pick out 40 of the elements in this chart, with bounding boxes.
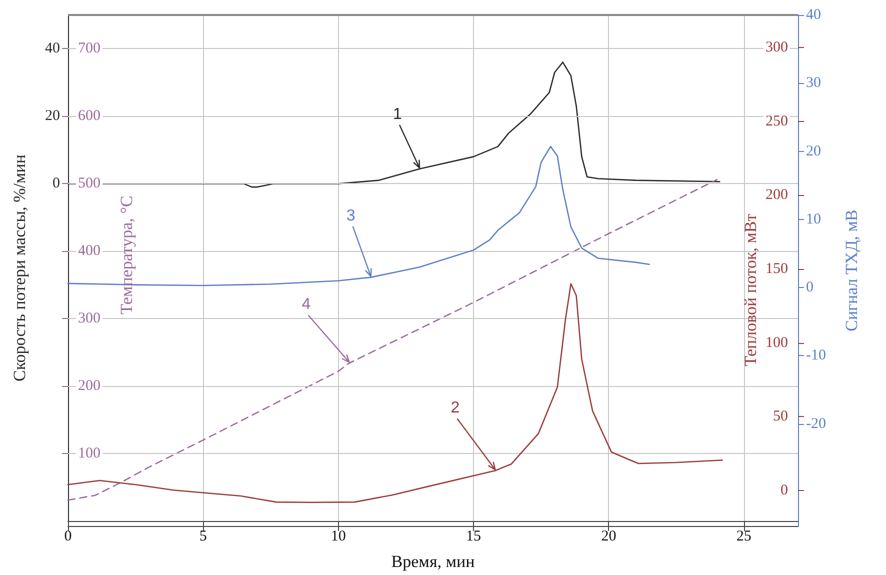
y2-tick-label: 40 — [806, 7, 821, 23]
text: 3 — [346, 207, 356, 224]
y2-tick-label: 100 — [78, 446, 100, 462]
x-tick-label: 15 — [466, 528, 482, 544]
line-series — [67, 178, 718, 501]
x-tick-label: 25 — [736, 528, 752, 544]
x-tick-label: 10 — [330, 528, 346, 544]
y-axis-title: Тепловой поток, мВт — [740, 213, 760, 366]
y2-tick-label: 600 — [78, 108, 100, 124]
y2-tick-label: -20 — [806, 416, 826, 432]
y-axis-title: Скорость потери массы, %/мин — [10, 154, 29, 382]
y2-tick-label: 500 — [78, 176, 100, 192]
text: 2 — [450, 400, 460, 417]
x-tick-label: 0 — [64, 528, 72, 544]
y2-axis-title: Сигнал ТХД, мВ — [842, 210, 861, 332]
y2-tick-label: 30 — [806, 75, 821, 92]
y2-tick-label: 0 — [806, 280, 814, 296]
y2-tick-label: 400 — [78, 243, 100, 260]
text: 4 — [302, 296, 311, 314]
y-tick-label: 50 — [773, 408, 788, 425]
y-tick-label: 300 — [766, 39, 788, 56]
y2-tick-label: 200 — [78, 378, 100, 394]
y2-tick-label: 20 — [806, 143, 821, 160]
text: 1 — [393, 106, 402, 123]
y-tick-label: 100 — [766, 334, 788, 351]
y2-tick-label: 10 — [806, 211, 821, 228]
y-tick-label: 0 — [52, 176, 60, 192]
y2-tick-label: 300 — [78, 310, 100, 327]
x-axis-title: Время, мин — [391, 552, 475, 571]
y-tick-label: 200 — [766, 187, 788, 204]
x-tick-label: 20 — [601, 528, 616, 544]
y2-tick-label: 700 — [78, 40, 100, 57]
y-tick-label: 250 — [766, 113, 788, 130]
y-tick-label: 0 — [780, 482, 788, 499]
x-tick-label: 5 — [199, 528, 207, 544]
y-tick-label: 20 — [45, 108, 60, 124]
y2-tick-label: -10 — [806, 348, 826, 364]
y2-axis-title: Температура, °C — [116, 196, 136, 314]
y-tick-label: 40 — [45, 40, 60, 57]
y-tick-label: 150 — [766, 261, 788, 278]
